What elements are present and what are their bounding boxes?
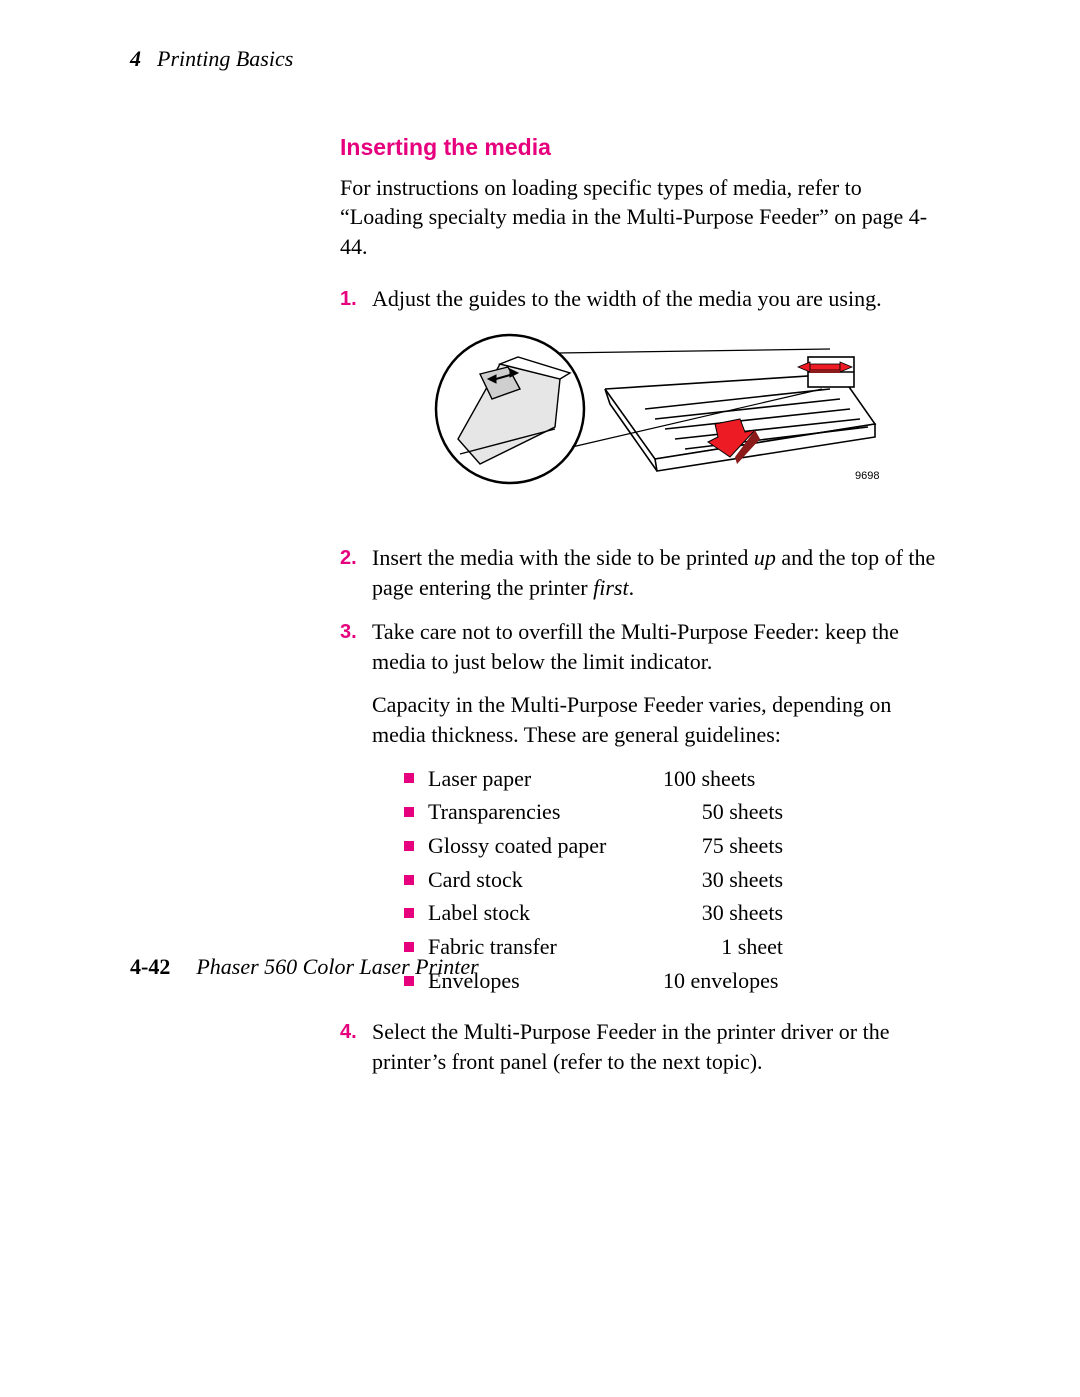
chapter-number: 4 [130, 46, 141, 71]
figure-id-label: 9698-23 [855, 470, 880, 482]
list-item: Label stock 30 sheets [404, 898, 950, 928]
capacity-value: 30 sheets [663, 865, 783, 895]
list-item: Envelopes 10 envelopes [404, 966, 950, 996]
bullet-icon [404, 942, 414, 952]
step-number: 3. [340, 617, 372, 676]
figure: 9698-23 [340, 329, 950, 519]
step-text-part: Insert the media with the side to be pri… [372, 545, 754, 570]
capacity-name: Card stock [428, 865, 663, 895]
capacity-name: Transparencies [428, 797, 663, 827]
list-item: Glossy coated paper 75 sheets [404, 831, 950, 861]
capacity-value: 10 envelopes [663, 966, 778, 996]
intro-paragraph: For instructions on loading specific typ… [340, 173, 950, 262]
list-item: Fabric transfer 1 sheet [404, 932, 950, 962]
step-number: 1. [340, 284, 372, 314]
capacity-value: 30 sheets [663, 898, 783, 928]
capacity-name: Laser paper [428, 764, 663, 794]
chapter-title: Printing Basics [157, 46, 293, 71]
running-head: 4 Printing Basics [130, 44, 950, 74]
bullet-icon [404, 875, 414, 885]
page-number: 4-42 [130, 954, 170, 979]
page: 4 Printing Basics Inserting the media For… [0, 0, 1080, 1397]
bullet-icon [404, 908, 414, 918]
step-3-followup: Capacity in the Multi-Purpose Feeder var… [372, 690, 950, 749]
page-footer: 4-42 Phaser 560 Color Laser Printer [130, 952, 479, 982]
printer-model: Phaser 560 Color Laser Printer [196, 954, 478, 979]
step-number: 2. [340, 543, 372, 602]
capacity-value: 1 sheet [663, 932, 783, 962]
step-3: 3. Take care not to overfill the Multi-P… [340, 617, 950, 676]
bullet-icon [404, 807, 414, 817]
bullet-icon [404, 841, 414, 851]
capacity-value: 75 sheets [663, 831, 783, 861]
step-body: Take care not to overfill the Multi-Purp… [372, 617, 950, 676]
section-title: Inserting the media [340, 132, 950, 163]
list-item: Laser paper 100 sheets [404, 764, 950, 794]
capacity-value: 100 sheets [663, 764, 755, 794]
capacity-name: Glossy coated paper [428, 831, 663, 861]
emphasis: up [754, 545, 776, 570]
emphasis: first [593, 575, 628, 600]
capacity-name: Label stock [428, 898, 663, 928]
step-1: 1. Adjust the guides to the width of the… [340, 284, 950, 314]
step-2: 2. Insert the media with the side to be … [340, 543, 950, 602]
capacity-list: Laser paper 100 sheets Transparencies 50… [404, 764, 950, 996]
step-4: 4. Select the Multi-Purpose Feeder in th… [340, 1017, 950, 1076]
list-item: Transparencies 50 sheets [404, 797, 950, 827]
printer-tray-illustration: 9698-23 [410, 329, 880, 519]
step-body: Adjust the guides to the width of the me… [372, 284, 950, 314]
content-column: Inserting the media For instructions on … [340, 132, 950, 1077]
step-body: Select the Multi-Purpose Feeder in the p… [372, 1017, 950, 1076]
step-number: 4. [340, 1017, 372, 1076]
bullet-icon [404, 773, 414, 783]
list-item: Card stock 30 sheets [404, 865, 950, 895]
capacity-value: 50 sheets [663, 797, 783, 827]
step-body: Insert the media with the side to be pri… [372, 543, 950, 602]
step-text-part: . [629, 575, 635, 600]
